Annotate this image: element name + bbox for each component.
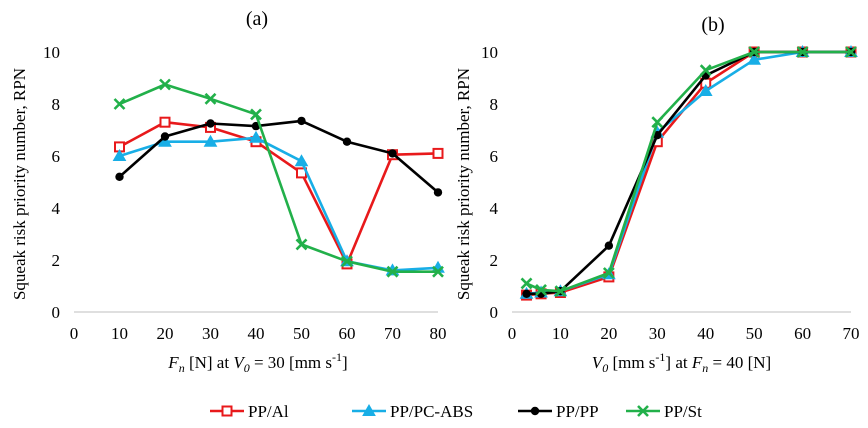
data-point-pp-st — [341, 255, 353, 268]
series-line-pp-st — [525, 50, 851, 293]
series-pp-pc-abs — [519, 44, 858, 299]
x-tick-label: 60 — [339, 324, 356, 343]
series-line-pp-pp — [118, 119, 439, 194]
series-line-pp-st — [118, 83, 438, 274]
legend-item-pp-pp: PP/PP — [518, 402, 599, 421]
y-tick-label: 4 — [490, 199, 499, 218]
x-axis-label: V0 [mm s-1] at Fn = 40 [N] — [592, 350, 771, 375]
data-point-pp-pc-abs — [249, 130, 263, 143]
data-point-pp-st — [386, 265, 399, 278]
y-tick-label: 6 — [52, 147, 61, 166]
data-point-pp-st — [295, 238, 308, 251]
chart-panel-a: (a) 0 2 4 6 8 10 0 10 20 30 40 50 60 70 80 Squeak risk p… — [10, 8, 447, 375]
data-point-pp-pc-abs — [294, 154, 309, 167]
y-tick-label: 10 — [481, 43, 498, 62]
series-pp-al — [521, 46, 857, 301]
legend-item-pp-st: PP/St — [626, 402, 702, 421]
data-point-pp-pp — [160, 132, 170, 141]
x-tick-label: 50 — [746, 324, 763, 343]
y-axis-label: Squeak risk priority number, RPN — [454, 68, 473, 300]
data-point-pp-st — [554, 285, 567, 298]
data-point-pp-pc-abs — [698, 83, 713, 96]
legend: PP/Al PP/PC-ABS PP/PP PP/St — [210, 402, 702, 421]
data-point-pp-st — [651, 116, 664, 129]
data-point-pp-st — [602, 267, 615, 279]
data-point-pp-st — [250, 108, 262, 121]
data-point-pp-pc-abs — [158, 134, 172, 147]
x-tick-label: 20 — [600, 324, 617, 343]
series-pp-pp — [115, 116, 443, 197]
data-point-pp-st — [432, 265, 444, 278]
data-point-pp-st — [699, 64, 712, 77]
y-tick-label: 0 — [52, 303, 61, 322]
x-tick-label: 0 — [70, 324, 79, 343]
data-point-pp-pp — [206, 119, 215, 128]
legend-label: PP/PP — [556, 402, 599, 421]
y-tick-label: 8 — [490, 95, 499, 114]
y-tick-label: 10 — [43, 43, 60, 62]
data-point-pp-pp — [115, 172, 124, 181]
data-point-pp-st — [845, 46, 857, 58]
x-tick-label: 70 — [384, 324, 401, 343]
legend-marker — [221, 405, 233, 417]
x-tick-label: 40 — [697, 324, 714, 343]
data-point-pp-pp — [522, 289, 531, 298]
legend-label: PP/Al — [248, 402, 289, 421]
data-point-pp-st — [520, 277, 533, 290]
data-point-pp-st — [748, 46, 761, 58]
y-tick-label: 4 — [52, 199, 61, 218]
series-pp-pp — [522, 47, 856, 298]
series-pp-st — [520, 46, 857, 298]
chart-panel-b: (b) 0 2 4 6 8 10 0 10 20 30 40 50 60 70 Squeak risk pri… — [454, 14, 860, 375]
x-tick-label: 0 — [508, 324, 517, 343]
legend-marker — [637, 405, 649, 417]
chart-title: (b) — [701, 14, 724, 36]
legend-item-pp-pc-abs: PP/PC-ABS — [352, 402, 473, 421]
y-axis-label: Squeak risk priority number, RPN — [10, 68, 29, 300]
data-point-pp-pp — [388, 149, 397, 158]
x-tick-label: 60 — [794, 324, 811, 343]
data-point-pp-st — [113, 98, 126, 110]
x-tick-label: 50 — [293, 324, 310, 343]
x-tick-label: 10 — [111, 324, 128, 343]
legend-item-pp-al: PP/Al — [210, 402, 289, 421]
legend-marker — [362, 403, 376, 416]
chart-title: (a) — [246, 8, 268, 30]
legend-marker — [530, 406, 540, 416]
data-point-pp-al — [432, 147, 444, 159]
data-point-pp-pc-abs — [203, 134, 218, 147]
data-point-pp-al — [159, 116, 171, 128]
x-tick-label: 30 — [202, 324, 219, 343]
x-axis-label: Fn [N] at V0 = 30 [mm s-1] — [167, 350, 347, 375]
series-line-pp-al — [118, 120, 439, 266]
data-point-pp-pp — [297, 116, 306, 126]
y-tick-label: 0 — [490, 303, 499, 322]
x-tick-label: 80 — [430, 324, 447, 343]
data-point-pp-pp — [433, 188, 443, 197]
data-point-pp-pc-abs — [112, 148, 127, 161]
x-tick-label: 30 — [649, 324, 666, 343]
x-tick-label: 20 — [157, 324, 174, 343]
data-point-pp-pp — [653, 131, 662, 140]
data-point-pp-pc-abs — [747, 52, 762, 65]
y-tick-label: 2 — [52, 251, 61, 270]
legend-label: PP/St — [664, 402, 702, 421]
data-point-pp-st — [535, 283, 547, 296]
series-pp-st — [113, 78, 444, 278]
x-tick-label: 40 — [248, 324, 265, 343]
y-tick-label: 8 — [52, 95, 61, 114]
data-point-pp-st — [204, 92, 217, 105]
data-point-pp-pp — [342, 137, 352, 146]
data-point-pp-st — [159, 78, 171, 91]
data-point-pp-pp — [604, 241, 614, 250]
y-tick-label: 6 — [490, 147, 499, 166]
data-point-pp-st — [796, 46, 809, 58]
x-tick-label: 10 — [552, 324, 569, 343]
x-tick-label: 70 — [843, 324, 860, 343]
legend-label: PP/PC-ABS — [390, 402, 473, 421]
y-tick-label: 2 — [490, 251, 499, 270]
